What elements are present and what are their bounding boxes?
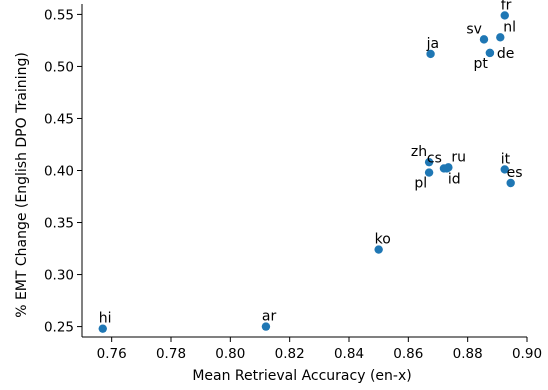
data-label-nl: nl bbox=[503, 19, 516, 35]
data-point-sv bbox=[479, 35, 489, 44]
data-point-ja bbox=[426, 49, 435, 59]
data-label-fr: fr bbox=[501, 0, 512, 13]
x-tick-label: 0.76 bbox=[97, 346, 127, 362]
x-tick-label: 0.78 bbox=[156, 346, 186, 362]
data-point-it bbox=[500, 165, 509, 174]
x-axis-title: Mean Retrieval Accuracy (en-x) bbox=[192, 368, 411, 384]
data-point-zh bbox=[424, 157, 434, 167]
x-tick-label: 0.88 bbox=[453, 346, 483, 362]
data-label-cs: cs bbox=[427, 150, 442, 166]
data-label-id: id bbox=[448, 171, 461, 187]
y-tick-label: 0.40 bbox=[44, 164, 74, 180]
y-axis-title: % EMT Change (English DPO Training) bbox=[14, 52, 30, 318]
data-label-zh: zh bbox=[411, 144, 427, 160]
x-axis-ticks: 0.76 0.78 0.80 0.82 0.84 0.86 0.88 0.90 bbox=[97, 337, 542, 362]
data-label-sv: sv bbox=[466, 21, 482, 37]
data-label-ko: ko bbox=[375, 232, 391, 248]
data-label-ru: ru bbox=[451, 149, 466, 165]
y-tick-label: 0.25 bbox=[44, 320, 74, 336]
y-tick-label: 0.30 bbox=[44, 268, 74, 284]
x-tick-label: 0.86 bbox=[393, 346, 423, 362]
data-points bbox=[98, 11, 515, 333]
y-tick-label: 0.50 bbox=[44, 59, 74, 75]
data-label-de: de bbox=[497, 46, 514, 62]
data-label-ar: ar bbox=[262, 309, 277, 325]
data-point-ar bbox=[261, 322, 271, 331]
data-point-ko bbox=[374, 245, 383, 254]
data-point-id bbox=[442, 164, 452, 173]
data-label-it: it bbox=[501, 151, 511, 167]
data-point-hi bbox=[98, 324, 107, 333]
data-label-es: es bbox=[507, 165, 523, 181]
x-tick-label: 0.82 bbox=[275, 346, 305, 362]
data-point-pl bbox=[424, 168, 434, 177]
data-point-pt bbox=[485, 48, 495, 58]
data-point-es bbox=[506, 178, 515, 188]
data-point-nl bbox=[496, 33, 505, 42]
y-axis-ticks: 0.25 0.30 0.35 0.40 0.45 0.50 0.55 bbox=[44, 7, 82, 336]
x-tick-label: 0.90 bbox=[512, 346, 542, 362]
data-point-fr bbox=[500, 11, 509, 20]
y-tick-label: 0.55 bbox=[44, 7, 74, 23]
data-label-pl: pl bbox=[414, 176, 427, 192]
x-tick-label: 0.80 bbox=[215, 346, 245, 362]
y-tick-label: 0.35 bbox=[44, 216, 74, 232]
data-label-hi: hi bbox=[99, 311, 112, 327]
data-label-ja: ja bbox=[426, 36, 439, 52]
y-tick-label: 0.45 bbox=[44, 111, 74, 127]
x-tick-label: 0.84 bbox=[334, 346, 364, 362]
data-label-pt: pt bbox=[474, 56, 489, 72]
